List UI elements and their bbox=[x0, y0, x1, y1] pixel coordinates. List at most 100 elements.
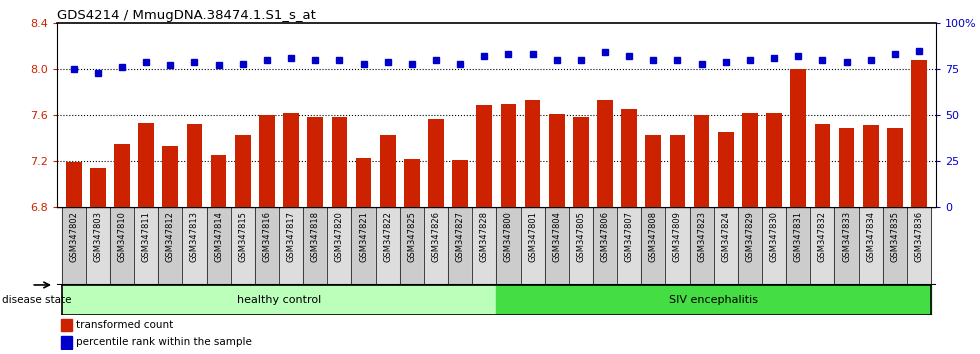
Bar bbox=[448, 207, 472, 285]
Bar bbox=[308, 117, 323, 207]
Bar bbox=[713, 207, 738, 285]
Bar bbox=[375, 207, 400, 285]
Bar bbox=[690, 207, 713, 285]
Bar bbox=[186, 124, 202, 207]
Text: GSM347816: GSM347816 bbox=[263, 211, 271, 262]
Bar bbox=[646, 135, 662, 207]
Bar bbox=[331, 117, 347, 207]
Bar bbox=[182, 207, 207, 285]
Bar bbox=[742, 113, 758, 207]
Text: GSM347809: GSM347809 bbox=[673, 211, 682, 262]
Text: GSM347831: GSM347831 bbox=[794, 211, 803, 262]
Bar bbox=[496, 285, 931, 315]
Bar bbox=[858, 207, 883, 285]
Text: GSM347827: GSM347827 bbox=[456, 211, 465, 262]
Bar bbox=[573, 117, 589, 207]
Bar bbox=[549, 114, 564, 207]
Text: GSM347813: GSM347813 bbox=[190, 211, 199, 262]
Bar bbox=[568, 207, 593, 285]
Bar bbox=[230, 207, 255, 285]
Bar bbox=[718, 132, 734, 207]
Text: GDS4214 / MmugDNA.38474.1.S1_s_at: GDS4214 / MmugDNA.38474.1.S1_s_at bbox=[57, 9, 316, 22]
Bar bbox=[356, 158, 371, 207]
Bar bbox=[211, 155, 226, 207]
Bar bbox=[786, 207, 810, 285]
Bar bbox=[501, 103, 516, 207]
Bar bbox=[694, 115, 710, 207]
Bar bbox=[887, 128, 903, 207]
Bar bbox=[90, 168, 106, 207]
Bar bbox=[110, 207, 134, 285]
Bar bbox=[235, 135, 251, 207]
Bar bbox=[762, 207, 786, 285]
Bar bbox=[593, 207, 617, 285]
Bar bbox=[862, 125, 878, 207]
Text: GSM347821: GSM347821 bbox=[359, 211, 368, 262]
Text: GSM347807: GSM347807 bbox=[624, 211, 634, 262]
Bar bbox=[207, 207, 230, 285]
Text: GSM347825: GSM347825 bbox=[408, 211, 416, 262]
Text: GSM347820: GSM347820 bbox=[335, 211, 344, 262]
Bar bbox=[810, 207, 834, 285]
Bar bbox=[86, 207, 110, 285]
Text: GSM347822: GSM347822 bbox=[383, 211, 392, 262]
Bar bbox=[472, 207, 496, 285]
Bar bbox=[424, 207, 448, 285]
Text: GSM347815: GSM347815 bbox=[238, 211, 247, 262]
Bar bbox=[62, 285, 496, 315]
Bar bbox=[839, 128, 855, 207]
Text: GSM347824: GSM347824 bbox=[721, 211, 730, 262]
Bar bbox=[283, 113, 299, 207]
Bar bbox=[476, 105, 492, 207]
Text: GSM347810: GSM347810 bbox=[118, 211, 126, 262]
Text: GSM347828: GSM347828 bbox=[480, 211, 489, 262]
Text: GSM347833: GSM347833 bbox=[842, 211, 851, 262]
Bar bbox=[597, 100, 612, 207]
Text: GSM347814: GSM347814 bbox=[215, 211, 223, 262]
Bar bbox=[62, 207, 86, 285]
Bar bbox=[834, 207, 858, 285]
Text: GSM347802: GSM347802 bbox=[70, 211, 78, 262]
Bar bbox=[134, 207, 158, 285]
Bar bbox=[496, 207, 520, 285]
Bar bbox=[738, 207, 762, 285]
Bar bbox=[524, 100, 540, 207]
Text: GSM347811: GSM347811 bbox=[142, 211, 151, 262]
Text: percentile rank within the sample: percentile rank within the sample bbox=[76, 337, 252, 348]
Bar bbox=[303, 207, 327, 285]
Bar bbox=[428, 119, 444, 207]
Bar bbox=[163, 146, 178, 207]
Bar bbox=[621, 109, 637, 207]
Text: healthy control: healthy control bbox=[237, 295, 321, 305]
Text: GSM347801: GSM347801 bbox=[528, 211, 537, 262]
Text: GSM347805: GSM347805 bbox=[576, 211, 585, 262]
Bar bbox=[66, 162, 81, 207]
Text: GSM347836: GSM347836 bbox=[914, 211, 923, 262]
Bar bbox=[814, 124, 830, 207]
Text: disease state: disease state bbox=[2, 295, 72, 305]
Text: GSM347829: GSM347829 bbox=[746, 211, 755, 262]
Bar bbox=[61, 336, 72, 349]
Text: GSM347826: GSM347826 bbox=[431, 211, 440, 262]
Bar bbox=[138, 123, 154, 207]
Text: GSM347832: GSM347832 bbox=[818, 211, 827, 262]
Text: GSM347835: GSM347835 bbox=[891, 211, 900, 262]
Bar bbox=[791, 69, 807, 207]
Bar bbox=[400, 207, 424, 285]
Bar bbox=[158, 207, 182, 285]
Text: GSM347823: GSM347823 bbox=[697, 211, 707, 262]
Bar bbox=[665, 207, 690, 285]
Text: GSM347812: GSM347812 bbox=[166, 211, 174, 262]
Bar bbox=[641, 207, 665, 285]
Text: transformed count: transformed count bbox=[76, 320, 173, 330]
Text: GSM347830: GSM347830 bbox=[769, 211, 778, 262]
Text: SIV encephalitis: SIV encephalitis bbox=[669, 295, 759, 305]
Bar bbox=[911, 60, 927, 207]
Text: GSM347803: GSM347803 bbox=[93, 211, 102, 262]
Bar bbox=[380, 135, 396, 207]
Bar bbox=[766, 113, 782, 207]
Text: GSM347804: GSM347804 bbox=[553, 211, 562, 262]
Bar bbox=[453, 160, 468, 207]
Text: GSM347806: GSM347806 bbox=[601, 211, 610, 262]
Bar bbox=[259, 115, 274, 207]
